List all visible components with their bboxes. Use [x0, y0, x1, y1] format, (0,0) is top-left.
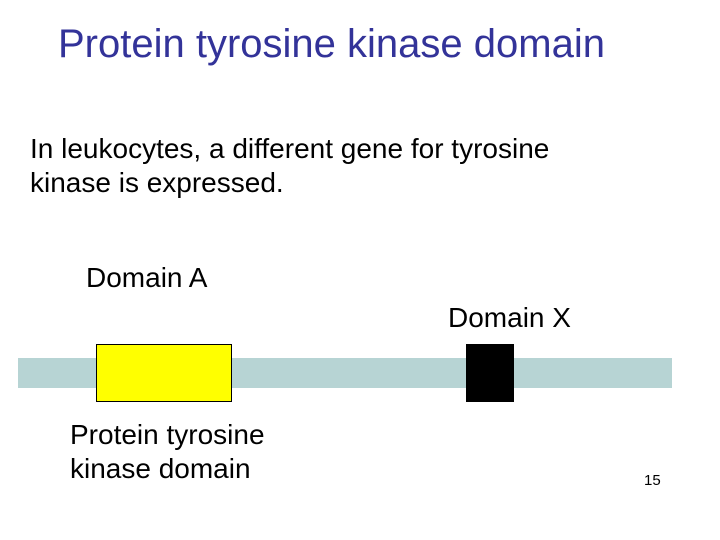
body-text: In leukocytes, a different gene for tyro… — [30, 132, 570, 199]
label-ptk: Protein tyrosine kinase domain — [70, 418, 310, 485]
label-domain-a: Domain A — [86, 262, 207, 294]
domain-a-box — [96, 344, 232, 402]
slide: Protein tyrosine kinase domain In leukoc… — [0, 0, 720, 540]
page-number: 15 — [644, 472, 661, 489]
domain-x-box — [466, 344, 514, 402]
slide-title: Protein tyrosine kinase domain — [58, 22, 605, 67]
label-domain-x: Domain X — [448, 302, 571, 334]
